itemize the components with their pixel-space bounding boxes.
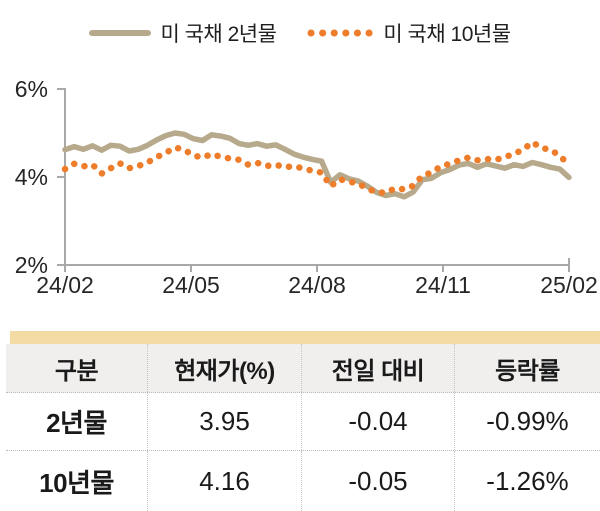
header-gubun: 구분 [6,344,148,392]
price-2y: 3.95 [148,393,302,450]
x-tick-label: 24/11 [415,272,471,298]
header-price: 현재가(%) [148,344,302,392]
table-header-row: 구분 현재가(%) 전일 대비 등락률 [6,344,600,393]
solid-line-swatch-icon [89,30,152,36]
table-row-10y: 10년물 4.16 -0.05 -1.26% [6,451,600,511]
table-row-2y: 2년물 3.95 -0.04 -0.99% [6,393,600,451]
row-label-2y: 2년물 [6,393,148,450]
x-tick-label: 24/08 [288,272,346,298]
series-line-2y [62,130,572,200]
dotted-line-swatch-icon [307,29,375,37]
legend-label-2y: 미 국채 2년물 [160,23,277,46]
header-pct: 등락률 [495,357,560,385]
pct-2y: -0.99% [486,406,569,436]
yield-chart: 6% 4% 2% 24/02 24/05 24/08 24/11 25/02 [0,60,600,310]
yield-chart-svg: 6% 4% 2%24/02 24/05 24/08 24/11 25/02 [15,76,598,298]
yield-table: 구분 현재가(%) 전일 대비 등락률 2년물 3.95 -0.04 -0.99… [6,344,600,511]
legend-item-10y: 미 국채 10년물 [306,18,511,48]
y-tick-label: 6% [15,76,48,102]
x-tick-label: 24/05 [162,272,220,298]
y-tick-label: 2% [15,252,48,278]
chart-legend: 미 국채 2년물 미 국채 10년물 [0,16,600,50]
price-10y: 4.16 [148,451,302,511]
y-tick-label: 4% [15,164,48,190]
axes [57,88,570,272]
x-tick-label: 24/02 [36,272,94,298]
legend-label-10y: 미 국채 10년물 [383,23,511,46]
series-line-10y [61,138,573,197]
change-2y: -0.04 [302,393,455,450]
table-top-accent-bar [10,331,600,344]
pct-10y: -1.26% [486,465,569,496]
x-tick-label: 25/02 [540,272,598,298]
header-change: 전일 대비 [302,344,455,392]
legend-item-2y: 미 국채 2년물 [89,18,277,48]
row-label-10y: 10년물 [6,451,148,511]
change-10y: -0.05 [302,451,455,511]
